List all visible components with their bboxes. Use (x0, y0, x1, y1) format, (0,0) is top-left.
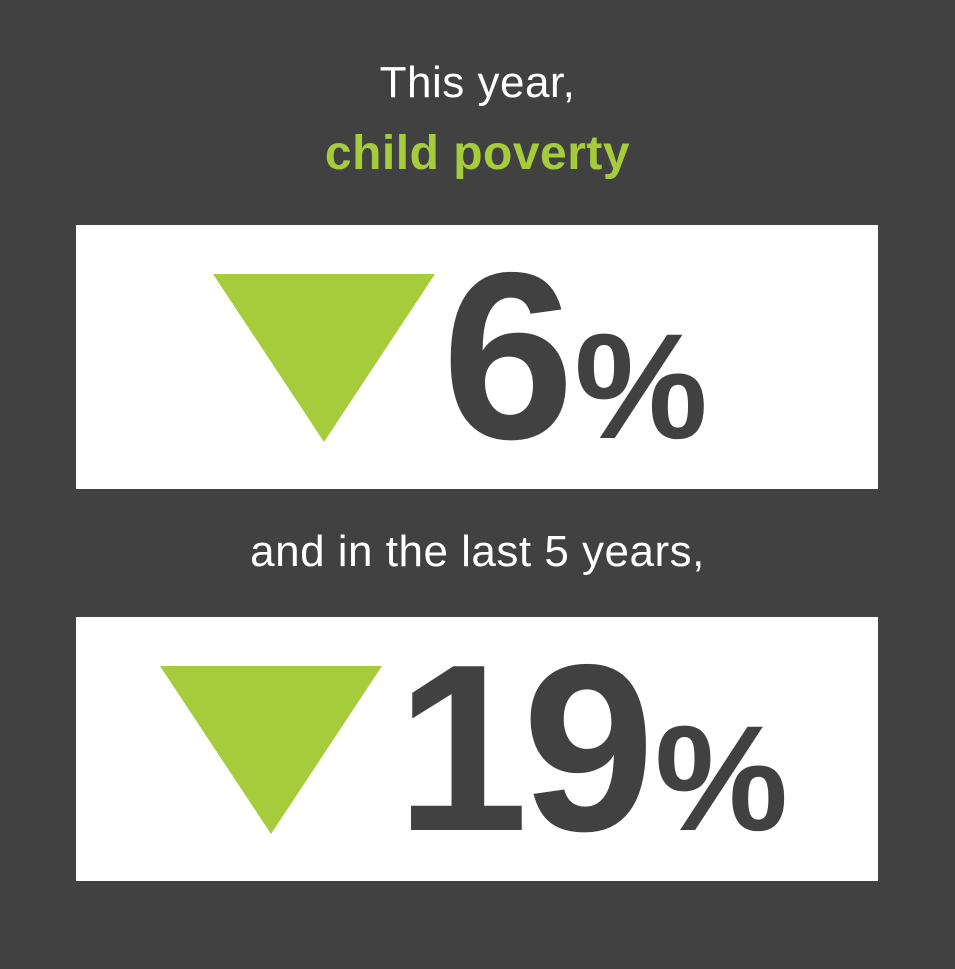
bridge-text: and in the last 5 years, (250, 527, 705, 576)
stat-unit: % (574, 302, 708, 470)
intro-text: This year, (379, 58, 576, 107)
stat-number: 19 (396, 616, 655, 881)
stat-box-this-year: 6% (76, 225, 878, 489)
stat-unit: % (654, 694, 789, 862)
stat-value: 6% (442, 225, 708, 489)
down-arrow-icon (160, 666, 382, 834)
subject-text: child poverty (324, 127, 631, 180)
down-arrow-icon (213, 274, 435, 442)
stat-box-five-years: 19% (76, 617, 878, 881)
stat-number: 6 (442, 224, 574, 489)
stat-value: 19% (396, 617, 788, 881)
